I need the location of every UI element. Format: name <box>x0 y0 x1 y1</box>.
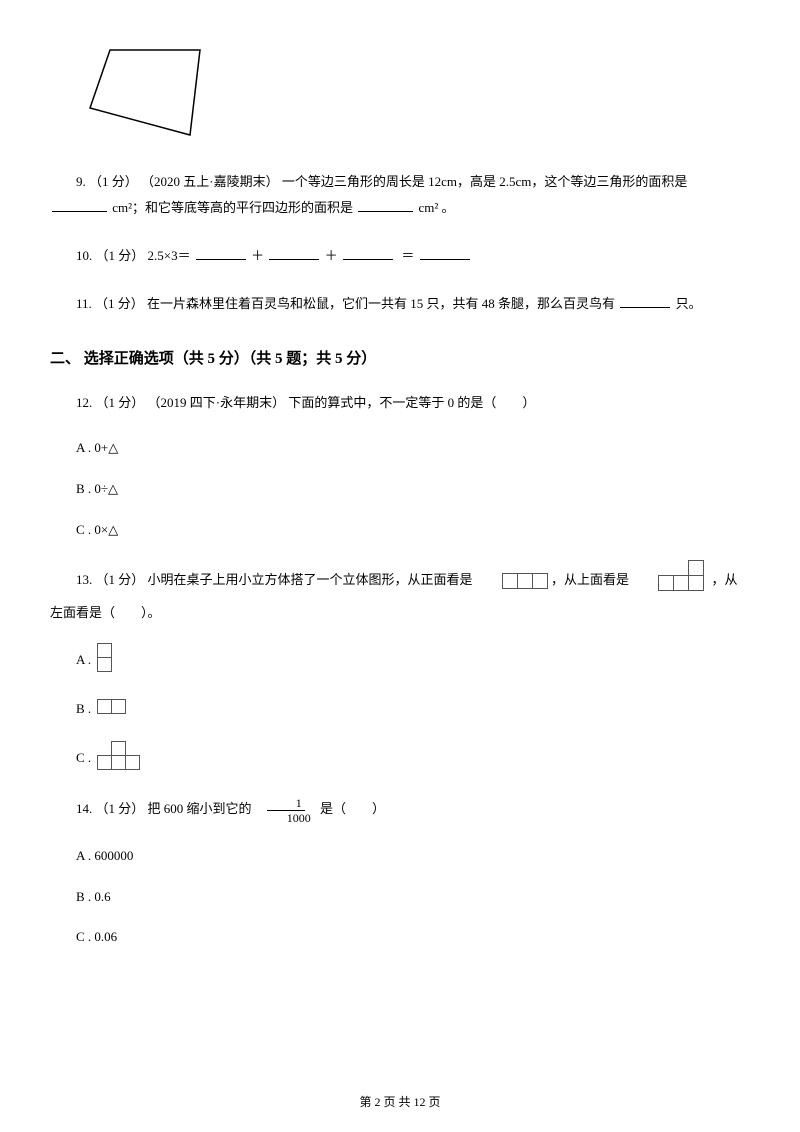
q13-text-c: ，从 <box>712 572 738 587</box>
q12-num: 12. <box>76 395 92 410</box>
q13-text-b: ，从上面看是 <box>551 572 629 587</box>
q13-points: （1 分） <box>96 572 145 587</box>
q14-frac-den: 1000 <box>258 811 314 824</box>
q14-text-a: 把 600 缩小到它的 <box>148 801 252 816</box>
q9-unit2: cm² 。 <box>419 200 455 215</box>
q13-c-label: C . <box>76 748 91 769</box>
q13-c-shape <box>97 741 140 777</box>
q9-text-a: 一个等边三角形的周长是 12cm，高是 2.5cm，这个等边三角形的面积是 <box>282 174 688 189</box>
q14-text-b: 是（ ） <box>320 801 385 816</box>
question-12: 12. （1 分） （2019 四下·永年期末） 下面的算式中，不一定等于 0 … <box>50 390 750 416</box>
question-13-line2: 左面看是（ ）。 <box>50 602 750 621</box>
q13-option-b[interactable]: B . <box>76 699 750 721</box>
q11-num: 11. <box>76 296 92 311</box>
q13-a-shape <box>97 643 112 679</box>
q9-blank-1[interactable] <box>52 198 107 212</box>
question-9: 9. （1 分） （2020 五上·嘉陵期末） 一个等边三角形的周长是 12cm… <box>50 169 750 221</box>
q13-option-c[interactable]: C . <box>76 741 750 777</box>
q13-num: 13. <box>76 572 92 587</box>
q10-num: 10. <box>76 248 92 263</box>
q9-source: （2020 五上·嘉陵期末） <box>141 174 279 189</box>
q14-points: （1 分） <box>96 801 145 816</box>
q11-text-a: 在一片森林里住着百灵鸟和松鼠，它们一共有 15 只，共有 48 条腿，那么百灵鸟… <box>147 296 615 311</box>
q10-plus2: ＋ <box>325 248 338 263</box>
q9-points: （1 分） <box>89 174 138 189</box>
q10-plus1: ＋ <box>251 248 264 263</box>
section-2-header: 二、 选择正确选项（共 5 分）（共 5 题；共 5 分） <box>50 347 750 368</box>
q12-option-c[interactable]: C . 0×△ <box>76 520 750 541</box>
q12-option-a[interactable]: A . 0+△ <box>76 438 750 459</box>
q13-front-view <box>476 563 548 600</box>
q14-option-b[interactable]: B . 0.6 <box>76 887 750 908</box>
quadrilateral-figure <box>80 40 750 149</box>
q10-expr: 2.5×3＝ <box>148 248 191 263</box>
q10-blank-2[interactable] <box>269 246 319 260</box>
q11-text-b: 只。 <box>676 296 702 311</box>
q14-frac-num: 1 <box>267 797 305 811</box>
q9-unit1: cm²；和它等底等高的平行四边形的面积是 <box>112 200 353 215</box>
question-10: 10. （1 分） 2.5×3＝ ＋ ＋ ＝ <box>50 243 750 269</box>
question-11: 11. （1 分） 在一片森林里住着百灵鸟和松鼠，它们一共有 15 只，共有 4… <box>50 291 750 317</box>
quadrilateral-svg <box>80 40 220 145</box>
q12-source: （2019 四下·永年期末） <box>148 395 286 410</box>
page-footer: 第 2 页 共 12 页 <box>0 1093 800 1110</box>
question-13: 13. （1 分） 小明在桌子上用小立方体搭了一个立体图形，从正面看是 ，从上面… <box>50 560 750 602</box>
q9-blank-2[interactable] <box>358 198 413 212</box>
q14-option-a[interactable]: A . 600000 <box>76 846 750 867</box>
q13-b-shape <box>97 699 126 721</box>
q10-blank-3[interactable] <box>343 246 393 260</box>
q12-points: （1 分） <box>96 395 145 410</box>
q14-num: 14. <box>76 801 92 816</box>
q10-equals: ＝ <box>401 248 414 263</box>
q13-a-label: A . <box>76 650 91 671</box>
q13-option-a[interactable]: A . <box>76 643 750 679</box>
q12-option-b[interactable]: B . 0÷△ <box>76 479 750 500</box>
q9-num: 9. <box>76 174 86 189</box>
q14-option-c[interactable]: C . 0.06 <box>76 927 750 948</box>
q11-points: （1 分） <box>95 296 144 311</box>
q13-b-label: B . <box>76 699 91 720</box>
q10-points: （1 分） <box>96 248 145 263</box>
question-14: 14. （1 分） 把 600 缩小到它的 1 1000 是（ ） <box>50 796 750 824</box>
q14-fraction: 1 1000 <box>258 797 314 824</box>
q11-blank-1[interactable] <box>620 294 670 308</box>
q10-blank-4[interactable] <box>420 246 470 260</box>
q12-text: 下面的算式中，不一定等于 0 的是（ ） <box>288 395 535 410</box>
q10-blank-1[interactable] <box>196 246 246 260</box>
q13-top-view <box>632 560 708 602</box>
q13-text-a: 小明在桌子上用小立方体搭了一个立体图形，从正面看是 <box>148 572 473 587</box>
